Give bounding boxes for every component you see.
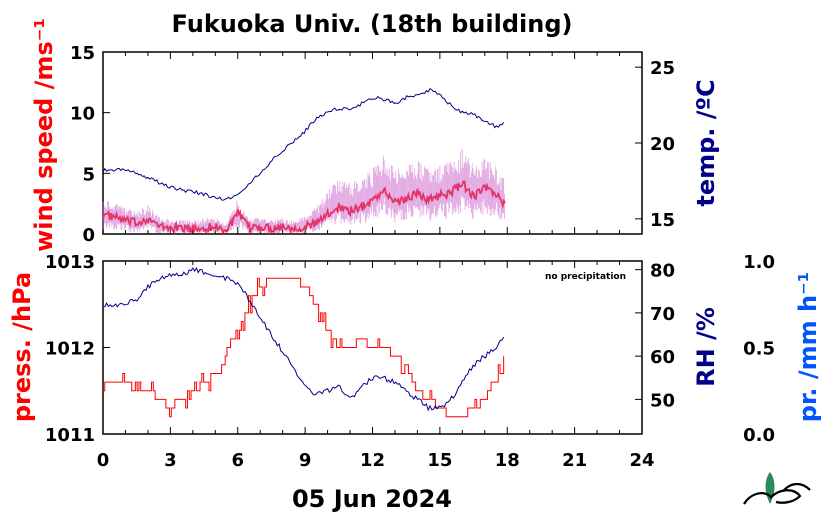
y-right-tick-label: 25: [650, 58, 675, 79]
pressure-humidity-panel: 1011 1012 1013 50 60 70 80 press. /hPa RH /% 0 3 6 9…: [8, 252, 822, 471]
x-tick-label: 9: [299, 450, 312, 471]
y-left-tick-label: 15: [70, 43, 95, 64]
x-axis-label: 05 Jun 2024: [292, 485, 452, 513]
relative-humidity-line: [102, 266, 505, 412]
x-tick-label: 0: [97, 450, 110, 471]
y-right-tick-label: 80: [650, 261, 675, 282]
wind-gust-range: [102, 149, 505, 233]
y-right-tick-label: 15: [650, 210, 675, 231]
wind-temperature-panel: 0 5 10 15 15 20 25 wind speed /ms⁻¹ temp. /ºC: [30, 18, 720, 252]
x-tick-label: 6: [231, 450, 244, 471]
y-left-tick-label: 1012: [45, 339, 95, 360]
y-right-axis-label: RH /%: [692, 307, 720, 387]
pressure-line: [103, 277, 505, 418]
y-right-tick-label: 20: [650, 134, 675, 155]
x-tick-label: 15: [427, 450, 452, 471]
y-left-tick-label: 10: [70, 104, 95, 125]
logo-swirl: [743, 482, 811, 505]
y-left-tick-label: 1011: [45, 425, 95, 446]
organization-logo: [743, 472, 811, 505]
logo-leaf: [765, 472, 775, 504]
y-left-tick-label: 5: [82, 164, 95, 185]
y-left-axis-label: wind speed /ms⁻¹: [30, 18, 58, 252]
chart-title: Fukuoka Univ. (18th building): [172, 10, 573, 38]
y-right-axis-label: temp. /ºC: [692, 79, 720, 206]
precip-tick-label: 0.5: [743, 339, 775, 360]
temperature-line: [102, 88, 505, 201]
x-tick-label: 3: [164, 450, 177, 471]
x-tick-label: 18: [495, 450, 520, 471]
x-tick-label: 24: [629, 450, 654, 471]
y-left-axis-label: press. /hPa: [8, 272, 36, 422]
y-left-tick-label: 0: [82, 225, 95, 246]
precip-tick-label: 0.0: [743, 425, 775, 446]
precip-axis-label: pr. /mm h⁻¹: [794, 272, 822, 422]
y-left-tick-label: 1013: [45, 252, 95, 273]
precipitation-annotation: no precipitation: [545, 272, 626, 282]
x-tick-label: 21: [562, 450, 587, 471]
precip-tick-label: 1.0: [743, 252, 775, 273]
y-right-tick-label: 60: [650, 347, 675, 368]
x-tick-label: 12: [360, 450, 385, 471]
y-right-tick-label: 70: [650, 304, 675, 325]
y-right-tick-label: 50: [650, 390, 675, 411]
